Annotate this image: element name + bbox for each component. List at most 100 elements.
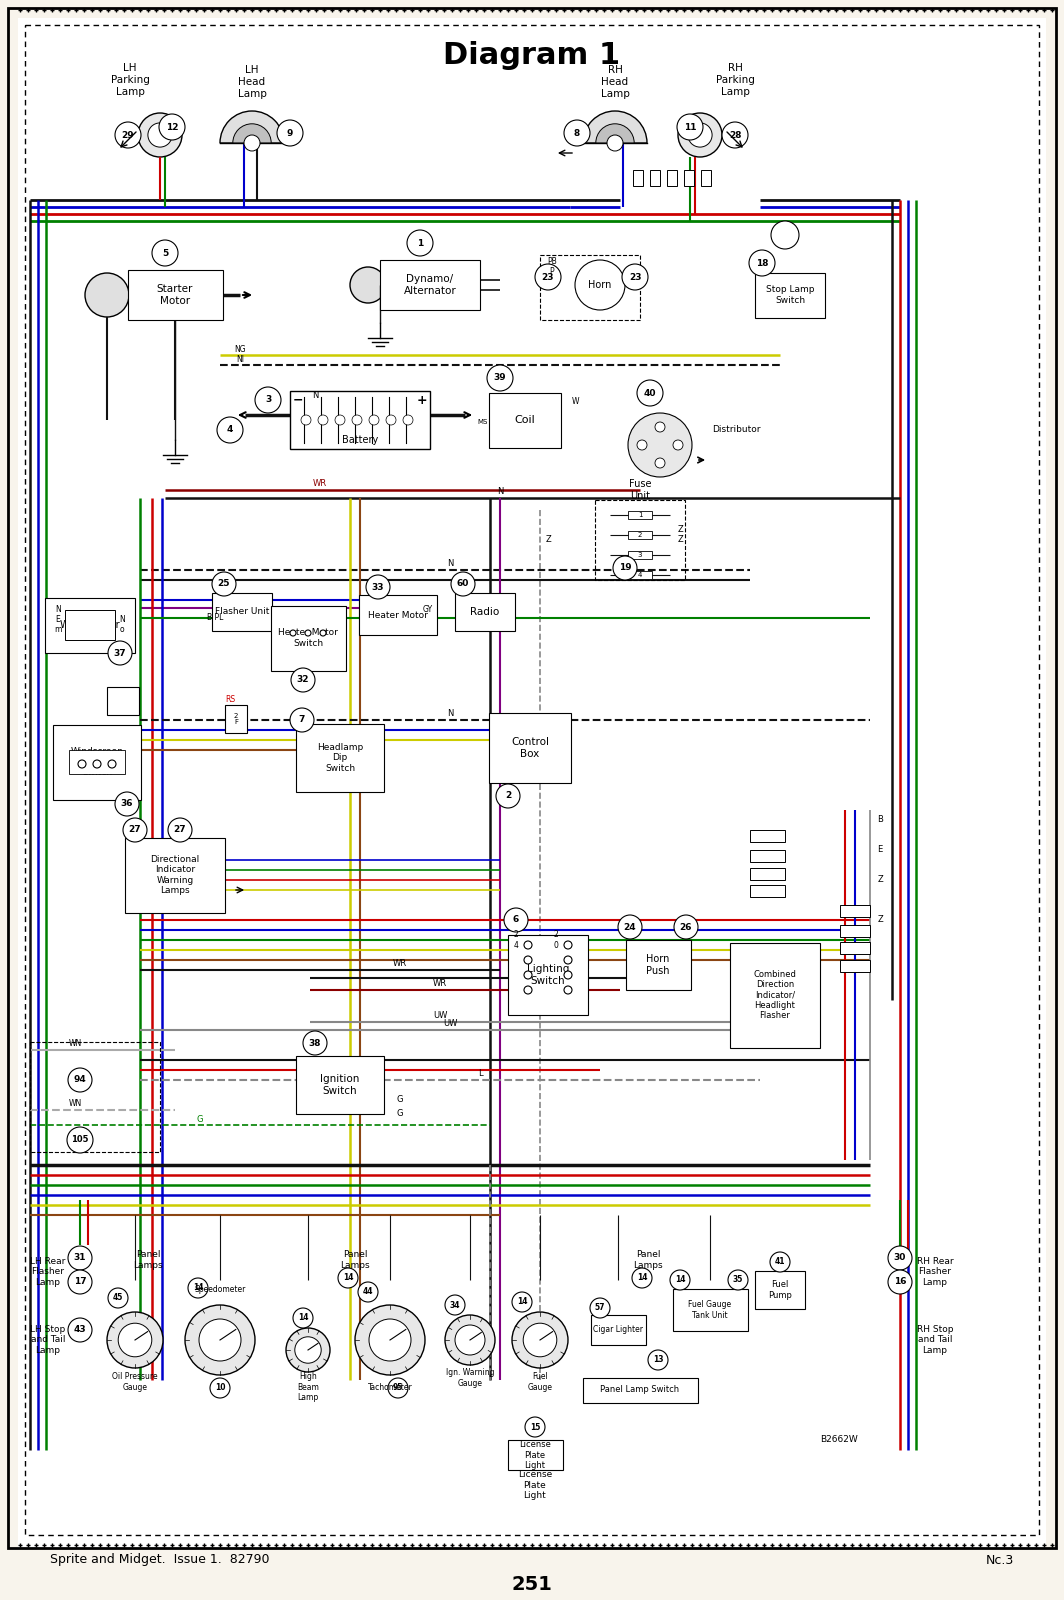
Circle shape (525, 1418, 545, 1437)
Circle shape (648, 1350, 668, 1370)
Text: 5: 5 (162, 248, 168, 258)
Text: 31: 31 (73, 1253, 86, 1262)
Circle shape (575, 259, 625, 310)
Bar (839, 960, 870, 971)
Bar (380, 259, 480, 310)
Bar (628, 571, 652, 579)
Text: PB: PB (547, 258, 556, 267)
Wedge shape (233, 123, 271, 142)
Circle shape (674, 440, 683, 450)
Circle shape (749, 250, 775, 275)
Text: LH
Parking
Lamp: LH Parking Lamp (111, 64, 149, 96)
Circle shape (618, 915, 642, 939)
Circle shape (523, 955, 532, 963)
Bar (107, 686, 139, 715)
Text: 19: 19 (618, 563, 631, 573)
Bar (750, 850, 785, 862)
Text: Wiper Motor: Wiper Motor (61, 619, 120, 630)
Text: Z: Z (877, 915, 883, 925)
Bar (290, 390, 430, 450)
Text: m: m (54, 626, 62, 635)
Text: B2662W: B2662W (820, 1435, 858, 1445)
Circle shape (335, 414, 345, 426)
Circle shape (185, 1306, 255, 1374)
Circle shape (655, 422, 665, 432)
Circle shape (606, 134, 624, 150)
Text: 4: 4 (227, 426, 233, 435)
Bar (755, 1270, 805, 1309)
Text: LH
Head
Lamp: LH Head Lamp (237, 66, 266, 99)
Text: Directional
Indicator
Warning
Lamps: Directional Indicator Warning Lamps (150, 854, 200, 894)
Text: High
Beam
Lamp: High Beam Lamp (297, 1373, 319, 1402)
Circle shape (369, 414, 379, 426)
Circle shape (244, 134, 260, 150)
Circle shape (352, 414, 362, 426)
Text: −: − (293, 394, 303, 406)
Text: Combined
Direction
Indicator/
Headlight
Flasher: Combined Direction Indicator/ Headlight … (753, 970, 797, 1021)
Circle shape (109, 760, 116, 768)
Text: G: G (397, 1109, 403, 1117)
Text: 14: 14 (675, 1275, 685, 1285)
Circle shape (293, 1309, 313, 1328)
Text: Fuse
Unit: Fuse Unit (629, 480, 651, 501)
Circle shape (67, 1126, 93, 1154)
Circle shape (728, 1270, 748, 1290)
Text: RH
Head
Lamp: RH Head Lamp (600, 66, 630, 99)
Text: 14: 14 (343, 1274, 353, 1283)
Text: WN: WN (68, 1040, 82, 1048)
Bar (750, 885, 785, 898)
Text: 24: 24 (624, 923, 636, 931)
Circle shape (115, 122, 142, 149)
Bar (212, 594, 272, 630)
Text: WR: WR (313, 480, 327, 488)
Text: Coil: Coil (515, 414, 535, 426)
Bar (359, 595, 437, 635)
Text: o: o (119, 626, 124, 635)
Text: 3: 3 (637, 552, 643, 558)
Circle shape (303, 1030, 327, 1054)
Bar (225, 706, 247, 733)
Bar (667, 170, 677, 186)
Text: 45: 45 (113, 1293, 123, 1302)
Text: G: G (197, 1115, 203, 1123)
Wedge shape (583, 110, 647, 142)
Bar (628, 510, 652, 518)
Circle shape (451, 573, 475, 595)
Text: 28: 28 (729, 131, 742, 139)
Text: Windscreen
Wiper
Switch: Windscreen Wiper Switch (70, 747, 123, 778)
Circle shape (290, 630, 296, 635)
Text: Distributor: Distributor (712, 426, 761, 435)
Text: 95: 95 (393, 1384, 403, 1392)
Circle shape (564, 941, 572, 949)
Text: LH Stop
and Tail
Lamp: LH Stop and Tail Lamp (31, 1325, 66, 1355)
Text: NG: NG (234, 346, 246, 355)
Text: 94: 94 (73, 1075, 86, 1085)
Circle shape (670, 1270, 689, 1290)
Text: Tachometer: Tachometer (368, 1384, 413, 1392)
Circle shape (564, 955, 572, 963)
Text: Panel
Lamps: Panel Lamps (633, 1250, 663, 1270)
Text: GY: GY (422, 605, 433, 614)
Text: Control
Box: Control Box (511, 738, 549, 758)
Text: Cigar Lighter: Cigar Lighter (593, 1325, 643, 1334)
Circle shape (535, 264, 561, 290)
Text: 15: 15 (530, 1422, 541, 1432)
Bar (508, 934, 588, 1014)
Bar (128, 270, 222, 320)
Text: 18: 18 (755, 259, 768, 267)
Text: 30: 30 (894, 1253, 907, 1262)
Text: Nc.3: Nc.3 (985, 1554, 1014, 1566)
Text: W: W (571, 397, 579, 406)
Circle shape (632, 1267, 652, 1288)
Text: 251: 251 (512, 1576, 552, 1595)
Circle shape (301, 414, 311, 426)
Circle shape (148, 123, 172, 147)
Text: RH Stop
and Tail
Lamp: RH Stop and Tail Lamp (917, 1325, 953, 1355)
Text: MS: MS (478, 419, 488, 426)
Bar (591, 1315, 646, 1346)
Bar (541, 254, 641, 320)
Text: Oil Pressure
Gauge: Oil Pressure Gauge (112, 1373, 157, 1392)
Circle shape (512, 1293, 532, 1312)
Circle shape (358, 1282, 378, 1302)
Circle shape (138, 114, 182, 157)
